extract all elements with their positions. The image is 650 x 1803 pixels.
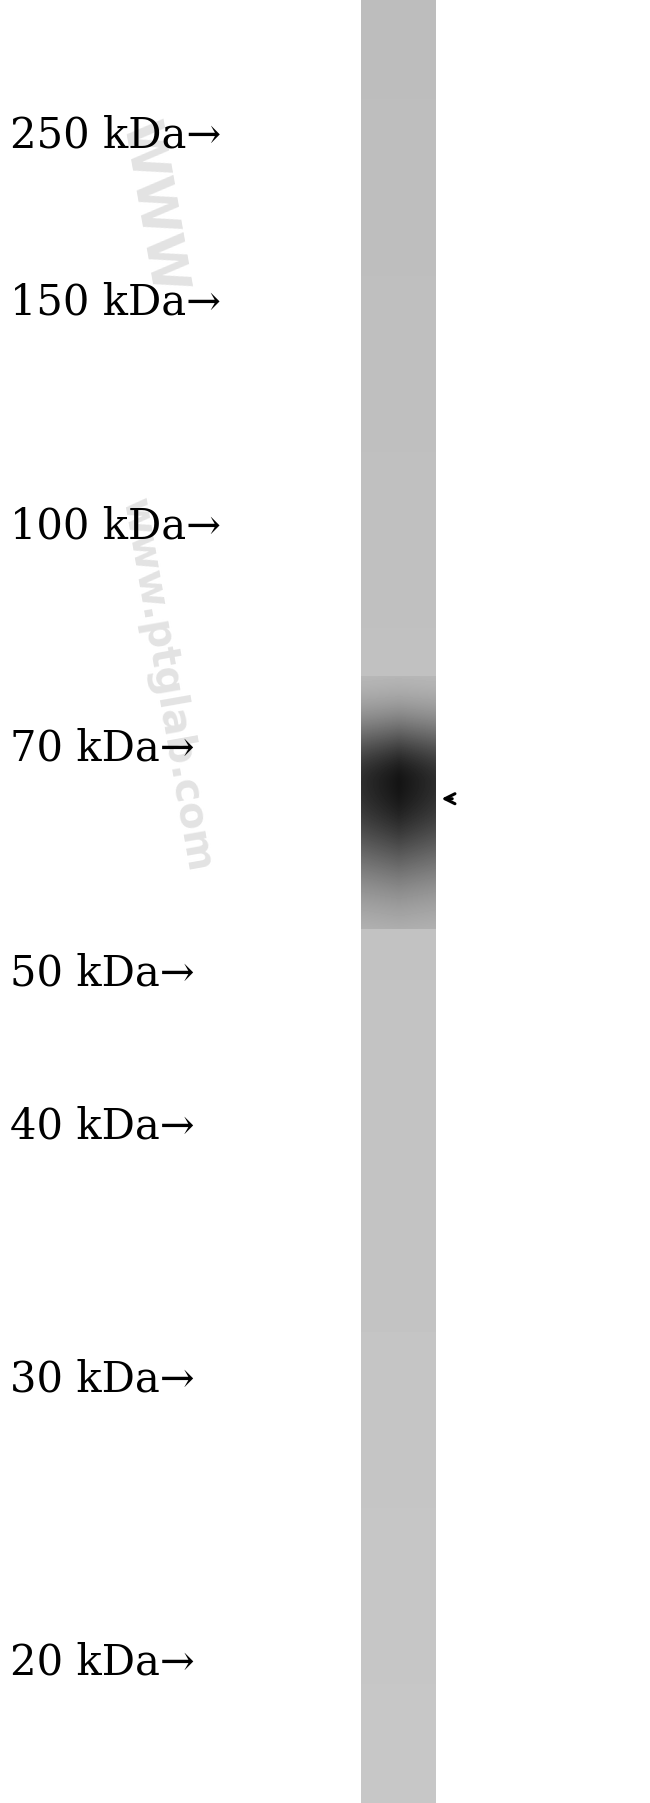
Text: 20 kDa→: 20 kDa→ (10, 1641, 194, 1684)
Text: 50 kDa→: 50 kDa→ (10, 952, 194, 995)
Text: 150 kDa→: 150 kDa→ (10, 281, 221, 325)
Text: WWW: WWW (112, 117, 194, 297)
Text: 100 kDa→: 100 kDa→ (10, 505, 221, 548)
Text: 30 kDa→: 30 kDa→ (10, 1358, 194, 1401)
Text: 250 kDa→: 250 kDa→ (10, 114, 221, 157)
Text: www.ptglab.com: www.ptglab.com (113, 496, 218, 874)
Text: 40 kDa→: 40 kDa→ (10, 1105, 194, 1149)
Text: 70 kDa→: 70 kDa→ (10, 727, 194, 770)
